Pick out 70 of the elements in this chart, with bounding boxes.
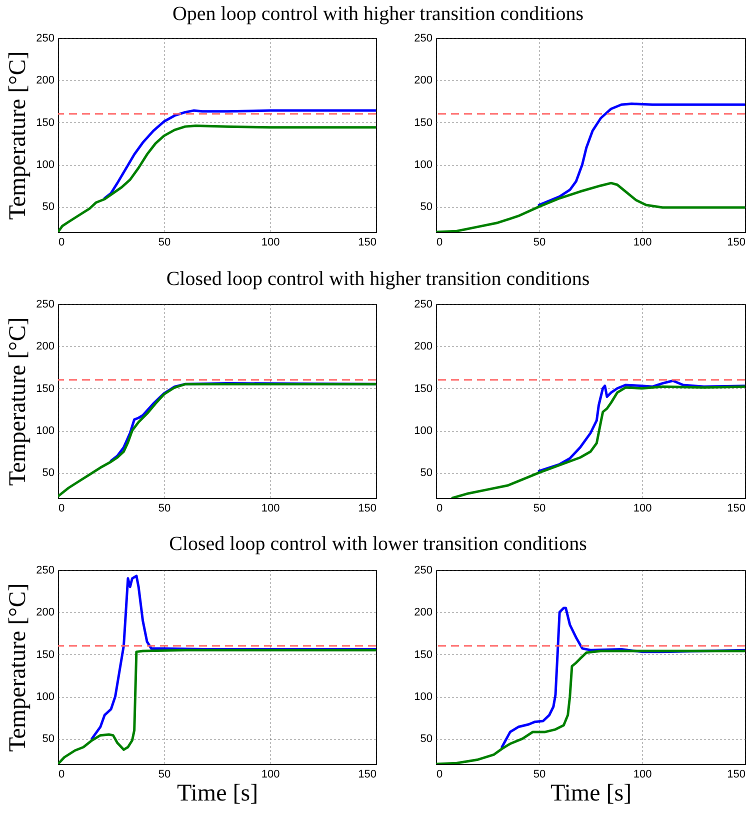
x-tick-label: 0	[436, 502, 443, 514]
x-tick-label: 100	[633, 768, 652, 780]
x-tick-label: 0	[58, 236, 65, 248]
line-series	[451, 385, 745, 498]
line-series	[436, 182, 745, 232]
x-tick-label: 100	[261, 236, 280, 248]
x-tick-label: 100	[261, 502, 280, 514]
y-tick-label: 50	[42, 733, 54, 746]
chart-title: Closed loop control with higher transition conditions	[165, 268, 591, 291]
y-tick-label: 250	[414, 32, 432, 44]
y-tick-label: 100	[414, 159, 432, 172]
y-axis-title: Temperature [°C]	[5, 51, 32, 220]
y-tick-label: 150	[414, 648, 432, 661]
y-tick-label: 100	[414, 691, 432, 704]
y-tick-label: 250	[36, 298, 54, 310]
line-series	[58, 124, 376, 232]
y-axis-title: Temperature [°C]	[5, 317, 32, 486]
x-tick-label: 150	[358, 768, 376, 780]
x-tick-label: 100	[633, 236, 652, 248]
y-tick-label: 50	[42, 467, 54, 480]
line-series	[58, 382, 376, 498]
x-tick-label: 50	[158, 236, 171, 248]
y-tick-label: 250	[414, 298, 432, 310]
y-tick-label: 50	[42, 201, 54, 214]
x-tick-label: 50	[158, 502, 171, 514]
x-tick-label: 50	[533, 768, 546, 780]
y-axis-title: Temperature [°C]	[5, 583, 32, 752]
x-tick-label: 100	[261, 768, 280, 780]
x-tick-label: 0	[58, 768, 65, 780]
y-tick-label: 50	[420, 733, 432, 746]
x-tick-label: 0	[436, 768, 443, 780]
y-tick-label: 100	[36, 425, 54, 438]
y-tick-label: 150	[414, 116, 432, 129]
chart-title: Closed loop control with lower transition conditions	[168, 533, 588, 556]
y-tick-label: 250	[36, 32, 54, 44]
y-tick-label: 250	[36, 564, 54, 576]
y-tick-label: 200	[414, 74, 432, 87]
x-tick-label: 0	[58, 502, 65, 514]
x-tick-label: 50	[158, 768, 171, 780]
x-tick-label: 150	[727, 502, 746, 514]
y-tick-label: 100	[414, 425, 432, 438]
y-tick-label: 250	[414, 564, 432, 576]
y-tick-label: 150	[414, 382, 432, 395]
y-tick-label: 150	[36, 648, 54, 661]
y-tick-label: 200	[414, 340, 432, 353]
line-series	[538, 102, 745, 206]
chart-title: Open loop control with higher transition conditions	[171, 3, 585, 26]
y-tick-label: 150	[36, 382, 54, 395]
x-tick-label: 50	[533, 502, 546, 514]
x-tick-label: 100	[633, 502, 652, 514]
y-tick-label: 200	[36, 606, 54, 619]
x-tick-label: 150	[358, 502, 376, 514]
y-tick-label: 50	[420, 467, 432, 480]
x-axis-title: Time [s]	[550, 780, 632, 806]
x-axis-title: Time [s]	[176, 780, 258, 806]
y-tick-label: 150	[36, 116, 54, 129]
y-tick-label: 200	[36, 74, 54, 87]
y-tick-label: 100	[36, 691, 54, 704]
line-series	[436, 650, 745, 764]
y-tick-label: 200	[36, 340, 54, 353]
line-series	[58, 648, 376, 764]
x-tick-label: 50	[533, 236, 546, 248]
x-tick-label: 0	[436, 236, 443, 248]
x-tick-label: 150	[727, 236, 746, 248]
y-tick-label: 50	[420, 201, 432, 214]
line-series	[103, 109, 376, 200]
y-tick-label: 200	[414, 606, 432, 619]
x-tick-label: 150	[358, 236, 376, 248]
y-tick-label: 100	[36, 159, 54, 172]
x-tick-label: 150	[727, 768, 746, 780]
